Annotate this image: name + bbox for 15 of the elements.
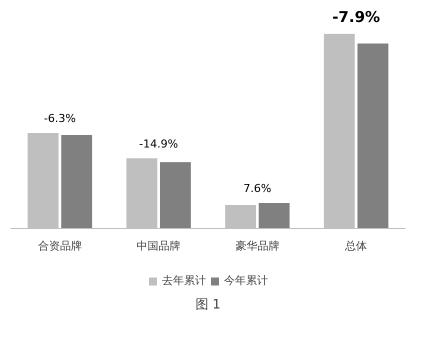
x-tick-label: 豪华品牌 [235,239,280,252]
bar [357,44,388,228]
text: -7.9% [332,8,380,26]
x-tick-label: 中国品牌 [136,239,181,252]
bar [160,162,191,228]
legend-label: 去年累计 [162,273,206,288]
x-tick-label: 合资品牌 [38,239,82,252]
annotation: 7.6% [243,182,272,196]
annotation: -6.3% [44,112,76,126]
annotation: -14.9% [139,138,178,150]
x-tick-label: 总体 [344,239,368,252]
bar [258,203,290,228]
caption: 图 1 [195,298,221,312]
legend-label: 今年累计 [224,273,268,288]
bar [61,134,92,228]
